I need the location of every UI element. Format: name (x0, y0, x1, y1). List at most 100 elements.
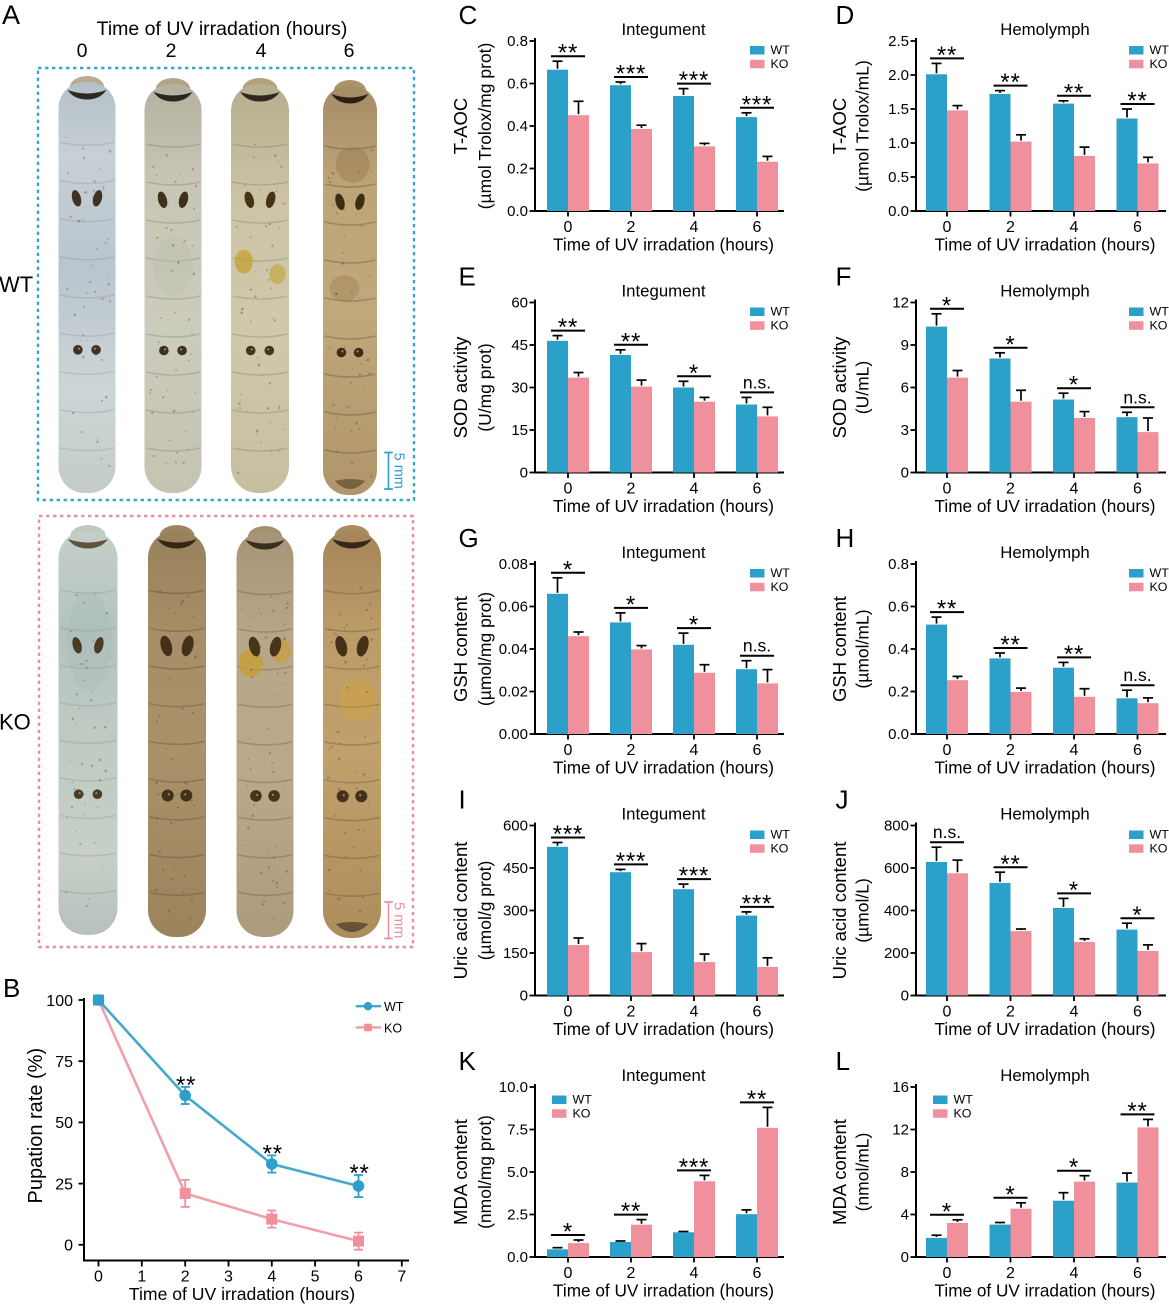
svg-text:0: 0 (520, 465, 528, 482)
svg-text:*: * (689, 360, 699, 387)
svg-text:***: *** (742, 91, 772, 118)
svg-text:Integument: Integument (622, 543, 706, 562)
svg-text:**: ** (1127, 1098, 1147, 1125)
svg-text:7: 7 (397, 1269, 406, 1286)
svg-text:T-AOC: T-AOC (450, 98, 471, 155)
svg-text:WT: WT (1150, 43, 1169, 57)
svg-text:J: J (836, 785, 849, 815)
svg-text:4: 4 (1070, 219, 1079, 236)
svg-text:**: ** (176, 1072, 196, 1099)
svg-text:0: 0 (564, 1004, 573, 1021)
svg-text:450: 450 (503, 860, 528, 877)
svg-text:WT: WT (771, 828, 791, 842)
svg-text:KO: KO (0, 710, 31, 735)
svg-text:n.s.: n.s. (743, 372, 771, 392)
svg-text:1: 1 (137, 1269, 146, 1286)
svg-text:30: 30 (511, 380, 528, 397)
svg-text:*: * (1069, 1154, 1079, 1181)
svg-text:Time of UV irradation (hours): Time of UV irradation (hours) (935, 235, 1156, 255)
svg-text:5 mm: 5 mm (390, 453, 406, 489)
svg-text:4: 4 (1070, 481, 1079, 498)
svg-text:4: 4 (901, 1207, 909, 1224)
svg-text:SOD activity: SOD activity (829, 336, 850, 439)
svg-text:G: G (459, 523, 479, 553)
svg-text:MDA content: MDA content (450, 1119, 471, 1225)
svg-text:6: 6 (753, 219, 762, 236)
svg-text:n.s.: n.s. (1123, 665, 1151, 685)
svg-text:600: 600 (884, 860, 909, 877)
svg-text:2: 2 (627, 742, 636, 759)
svg-text:4: 4 (690, 742, 699, 759)
svg-text:75: 75 (55, 1054, 73, 1071)
svg-text:*: * (563, 1219, 573, 1246)
svg-text:Integument: Integument (622, 805, 706, 824)
svg-text:(µmol/g prot): (µmol/g prot) (475, 861, 495, 961)
svg-text:***: *** (553, 821, 583, 848)
svg-text:200: 200 (884, 945, 909, 962)
svg-text:KO: KO (1150, 841, 1168, 855)
svg-text:A: A (2, 0, 20, 30)
svg-text:6: 6 (753, 1004, 762, 1021)
svg-text:Pupation rate (%): Pupation rate (%) (25, 1048, 47, 1204)
svg-text:0.0: 0.0 (507, 203, 528, 220)
svg-text:4: 4 (1070, 1004, 1079, 1021)
svg-text:(nmol/mL): (nmol/mL) (853, 1133, 873, 1212)
svg-text:5.0: 5.0 (507, 1164, 528, 1181)
svg-text:*: * (1069, 372, 1079, 399)
svg-text:3: 3 (224, 1269, 233, 1286)
svg-text:**: ** (558, 40, 578, 67)
svg-text:(µmol/mL): (µmol/mL) (853, 609, 873, 688)
svg-text:2: 2 (627, 1004, 636, 1021)
svg-text:0: 0 (901, 465, 909, 482)
svg-text:400: 400 (884, 903, 909, 920)
svg-text:1.5: 1.5 (888, 101, 909, 118)
svg-text:WT: WT (573, 1093, 593, 1107)
svg-text:0.00: 0.00 (499, 726, 528, 743)
svg-text:2: 2 (166, 40, 177, 62)
svg-text:12: 12 (892, 1122, 909, 1139)
svg-text:Time of UV irradation (hours): Time of UV irradation (hours) (935, 1019, 1156, 1039)
svg-text:Hemolymph: Hemolymph (1000, 1066, 1090, 1085)
svg-text:0: 0 (943, 1004, 952, 1021)
svg-text:300: 300 (503, 903, 528, 920)
svg-text:0: 0 (94, 1269, 103, 1286)
svg-text:10.0: 10.0 (499, 1079, 528, 1096)
svg-text:***: *** (679, 1154, 709, 1181)
svg-text:0.6: 0.6 (888, 599, 909, 616)
svg-text:0.06: 0.06 (499, 599, 528, 616)
svg-text:Time of UV irradation (hours): Time of UV irradation (hours) (97, 18, 348, 40)
svg-text:Time of UV irradation (hours): Time of UV irradation (hours) (553, 235, 774, 255)
svg-text:***: *** (742, 890, 772, 917)
svg-text:0.04: 0.04 (499, 641, 528, 658)
svg-text:**: ** (558, 314, 578, 341)
svg-text:KO: KO (771, 57, 789, 71)
svg-text:4: 4 (267, 1269, 276, 1286)
svg-text:4: 4 (1070, 742, 1079, 759)
svg-text:F: F (836, 262, 852, 292)
svg-text:0: 0 (77, 40, 88, 62)
svg-text:2: 2 (181, 1269, 190, 1286)
svg-text:4: 4 (256, 40, 267, 62)
svg-text:5 mm: 5 mm (391, 902, 407, 938)
svg-text:KO: KO (384, 1022, 402, 1036)
svg-text:K: K (459, 1046, 477, 1076)
svg-text:Integument: Integument (622, 1066, 706, 1085)
svg-text:**: ** (747, 1086, 767, 1113)
svg-text:WT: WT (1150, 828, 1169, 842)
svg-text:1.0: 1.0 (888, 135, 909, 152)
svg-text:n.s.: n.s. (743, 636, 771, 656)
svg-text:0: 0 (943, 742, 952, 759)
svg-text:7.5: 7.5 (507, 1122, 528, 1139)
svg-text:Time of UV irradation (hours): Time of UV irradation (hours) (129, 1284, 355, 1304)
svg-text:0: 0 (943, 219, 952, 236)
svg-text:(µmol Trolox/mg prot): (µmol Trolox/mg prot) (475, 43, 495, 210)
svg-text:***: *** (616, 848, 646, 875)
svg-text:KO: KO (1150, 57, 1168, 71)
svg-text:*: * (689, 612, 699, 639)
svg-text:600: 600 (503, 818, 528, 835)
svg-text:KO: KO (771, 318, 789, 332)
svg-text:0.0: 0.0 (888, 726, 909, 743)
svg-text:4: 4 (1070, 1265, 1079, 1282)
svg-text:WT: WT (771, 43, 791, 57)
svg-text:(µmol/L): (µmol/L) (853, 878, 873, 943)
